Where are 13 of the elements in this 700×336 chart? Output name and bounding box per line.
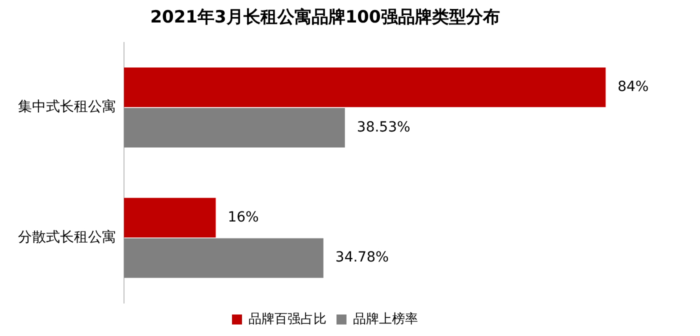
- bar: [124, 68, 606, 108]
- data-label: 84%: [618, 78, 649, 95]
- legend-label: 品牌百强占比: [248, 312, 326, 327]
- data-label: 38.53%: [356, 119, 410, 136]
- bar: [124, 108, 345, 148]
- bar: [124, 198, 216, 238]
- data-label: 16%: [228, 209, 259, 226]
- y-tick-label: 分散式长租公寓: [18, 229, 116, 246]
- chart-title: 2021年3月长租公寓品牌100强品牌类型分布: [150, 8, 500, 28]
- data-label: 34.78%: [335, 250, 389, 266]
- y-tick-label: 集中式长租公寓: [18, 99, 116, 116]
- legend-label: 品牌上榜率: [353, 310, 418, 327]
- bar: [124, 238, 324, 278]
